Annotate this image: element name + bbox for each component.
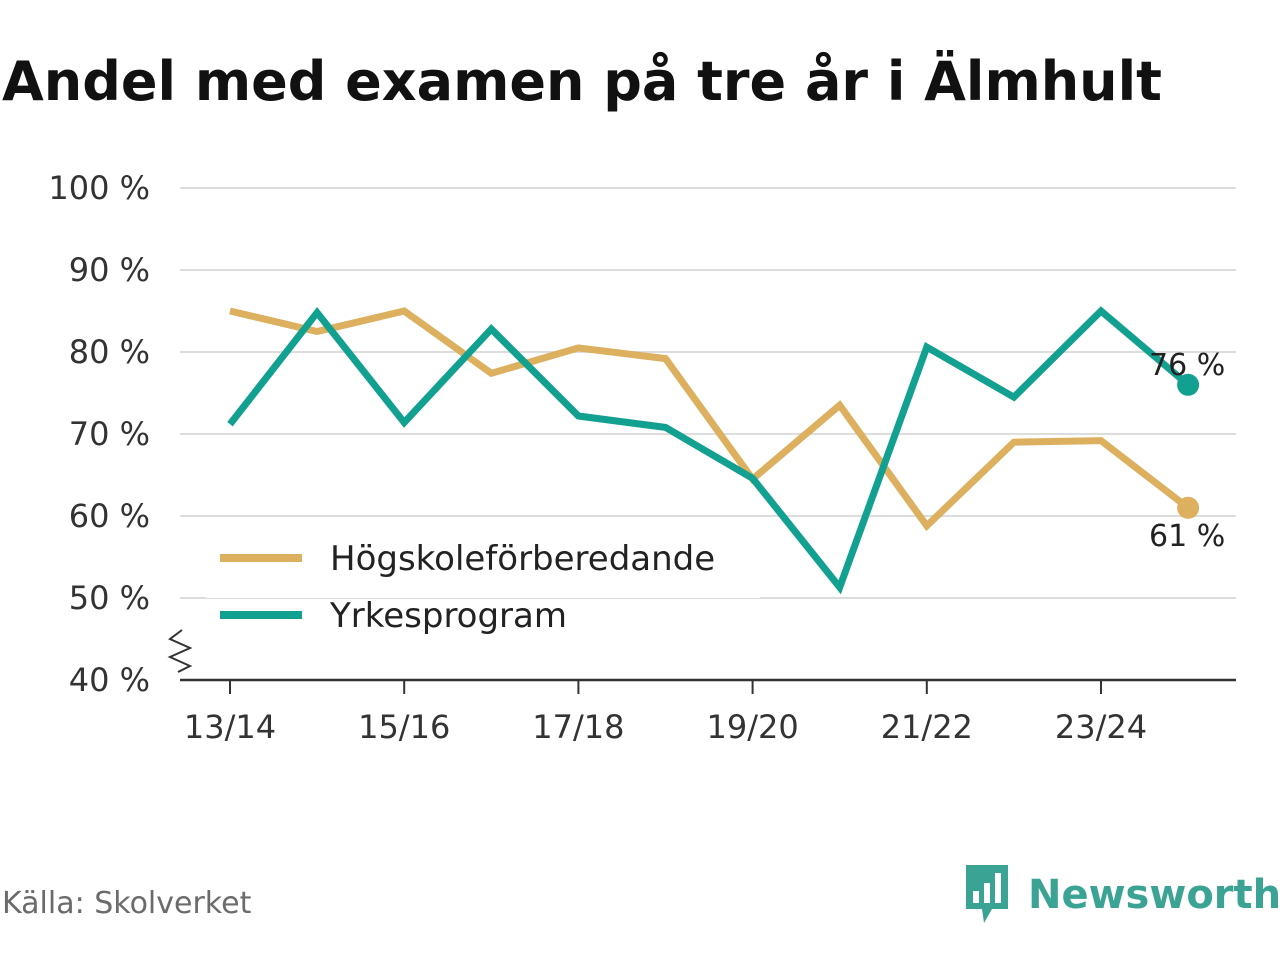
- x-axis-ticks: 13/14 15/16 17/18 19/20 21/22 23/24: [184, 680, 1147, 746]
- y-tick-label: 80 %: [69, 333, 150, 371]
- x-tick-label: 19/20: [706, 708, 798, 746]
- legend-label: Yrkesprogram: [329, 596, 567, 636]
- x-tick-label: 15/16: [358, 708, 450, 746]
- end-labels: 61 % 76 %: [1149, 348, 1225, 554]
- end-marker: [1177, 373, 1200, 396]
- x-tick-label: 13/14: [184, 708, 276, 746]
- x-tick-label: 23/24: [1055, 708, 1147, 746]
- y-axis-labels: 40 % 50 % 60 % 70 % 80 % 90 % 100 %: [48, 169, 150, 699]
- end-label: 61 %: [1149, 519, 1225, 554]
- chart-title: Andel med examen på tre år i Älmhult: [2, 50, 1162, 113]
- series-lines: [227, 306, 1200, 595]
- y-tick-label: 70 %: [69, 415, 150, 453]
- end-marker: [1177, 496, 1200, 519]
- brand-name: Newsworthy: [1028, 872, 1280, 918]
- brand-logo: Newsworthy: [962, 862, 1280, 928]
- series-line-1: [229, 307, 1191, 532]
- y-tick-label: 90 %: [69, 251, 150, 289]
- series-line-2: [227, 306, 1191, 595]
- y-tick-label: 40 %: [69, 661, 150, 699]
- newsworthy-logo-icon: [966, 865, 1008, 923]
- x-tick-label: 17/18: [532, 708, 624, 746]
- y-tick-label: 60 %: [69, 497, 150, 535]
- legend: Högskoleförberedande Yrkesprogram: [206, 526, 760, 636]
- axis-break-marker: [167, 629, 193, 673]
- end-label: 76 %: [1149, 348, 1225, 383]
- y-tick-label: 50 %: [69, 579, 150, 617]
- legend-label: Högskoleförberedande: [330, 539, 715, 579]
- source-note: Källa: Skolverket: [2, 886, 252, 921]
- y-tick-label: 100 %: [48, 169, 150, 207]
- x-tick-label: 21/22: [881, 708, 973, 746]
